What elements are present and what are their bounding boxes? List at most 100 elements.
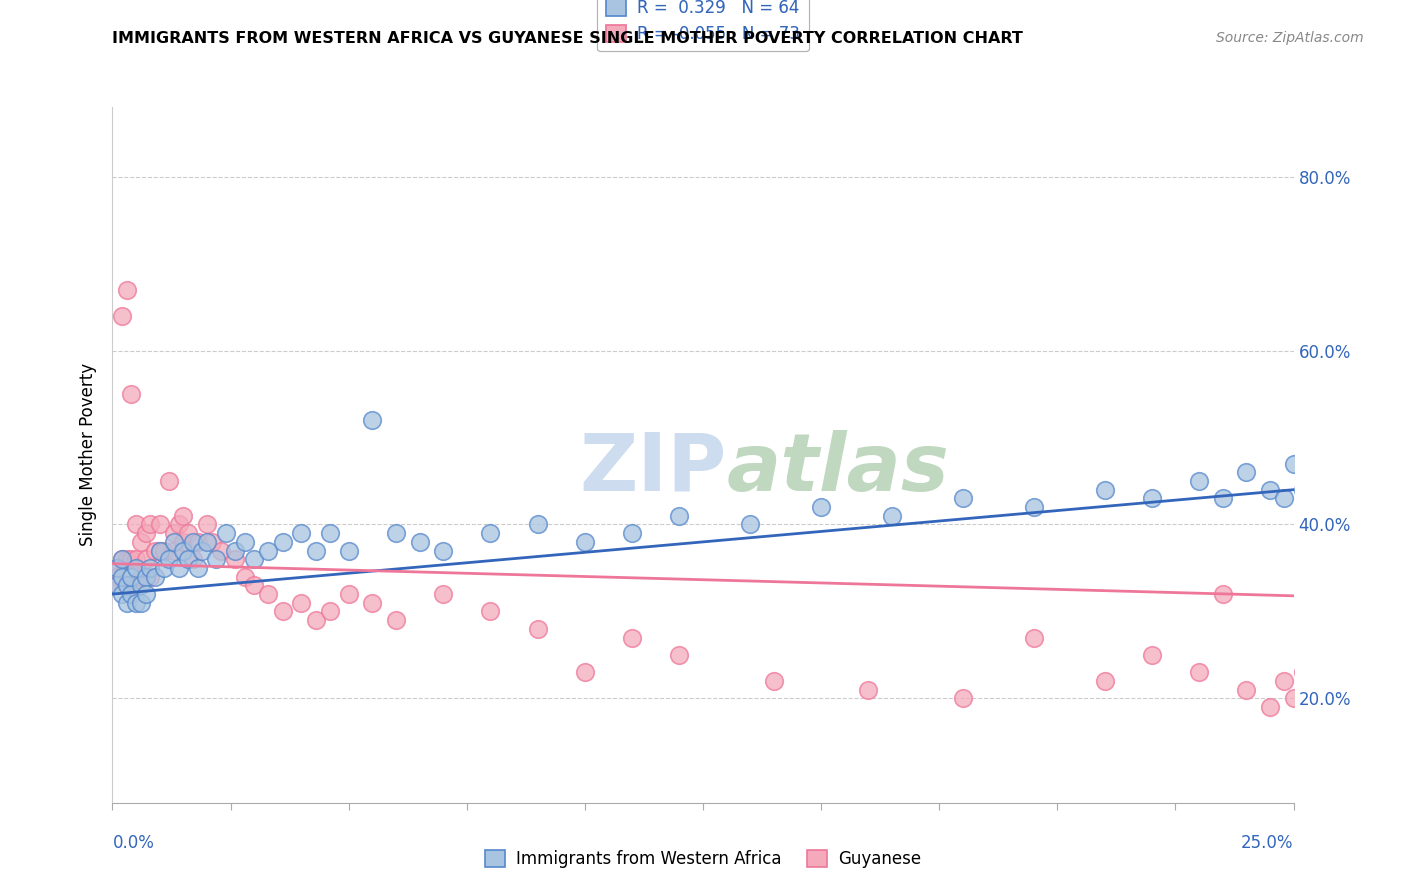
Point (1367, 708, 1389, 723)
Point (120, 552, 142, 566)
Point (195, 534, 218, 549)
Point (115, 596, 138, 610)
Point (125, 552, 148, 566)
Point (129, 570, 152, 584)
Point (952, 691, 974, 706)
Point (153, 543, 176, 558)
Point (1320, 691, 1343, 706)
Point (574, 534, 596, 549)
Point (290, 596, 312, 610)
Point (105, 578, 128, 592)
Point (1234, 466, 1257, 480)
Point (172, 508, 194, 523)
Point (177, 552, 200, 566)
Point (361, 413, 384, 427)
Point (135, 570, 157, 584)
Point (163, 534, 186, 549)
Point (191, 543, 214, 558)
Point (762, 674, 785, 689)
Point (1212, 491, 1234, 506)
Point (243, 578, 266, 592)
Point (111, 587, 134, 601)
Point (153, 561, 176, 575)
Point (149, 543, 172, 558)
Point (243, 552, 266, 566)
Point (1188, 474, 1211, 488)
Point (479, 605, 502, 619)
Point (163, 543, 186, 558)
Point (385, 613, 408, 627)
Point (574, 665, 596, 680)
Text: 25.0%: 25.0% (1241, 834, 1294, 852)
Point (1282, 457, 1305, 471)
Point (1306, 474, 1329, 488)
Point (1320, 466, 1343, 480)
Point (139, 561, 162, 575)
Point (432, 543, 454, 558)
Point (177, 526, 200, 541)
Text: atlas: atlas (727, 430, 949, 508)
Point (1353, 691, 1375, 706)
Point (111, 552, 134, 566)
Legend: R =  0.329   N = 64, R = -0.055   N = 73: R = 0.329 N = 64, R = -0.055 N = 73 (598, 0, 808, 52)
Point (105, 578, 128, 592)
Text: ZIP: ZIP (579, 430, 727, 508)
Text: 0.0%: 0.0% (112, 834, 155, 852)
Point (120, 387, 142, 401)
Point (181, 552, 204, 566)
Point (1140, 491, 1163, 506)
Point (271, 605, 294, 619)
Point (1330, 639, 1353, 653)
Point (1188, 665, 1211, 680)
Point (880, 508, 903, 523)
Point (105, 570, 128, 584)
Point (195, 517, 218, 532)
Point (952, 491, 974, 506)
Point (1272, 674, 1295, 689)
Point (135, 552, 157, 566)
Point (1234, 682, 1257, 697)
Point (304, 613, 326, 627)
Point (337, 543, 360, 558)
Point (1292, 483, 1315, 497)
Point (1282, 691, 1305, 706)
Point (129, 596, 152, 610)
Point (111, 552, 134, 566)
Point (319, 526, 342, 541)
Point (740, 517, 762, 532)
Point (858, 682, 880, 697)
Point (149, 517, 172, 532)
Point (361, 596, 384, 610)
Point (1258, 483, 1281, 497)
Point (163, 526, 186, 541)
Point (143, 543, 166, 558)
Point (479, 526, 502, 541)
Point (1022, 500, 1045, 514)
Text: IMMIGRANTS FROM WESTERN AFRICA VS GUYANESE SINGLE MOTHER POVERTY CORRELATION CHA: IMMIGRANTS FROM WESTERN AFRICA VS GUYANE… (112, 31, 1024, 46)
Point (385, 526, 408, 541)
Point (105, 561, 128, 575)
Point (125, 517, 148, 532)
Point (181, 534, 204, 549)
Point (304, 543, 326, 558)
Point (167, 517, 190, 532)
Legend: Immigrants from Western Africa, Guyanese: Immigrants from Western Africa, Guyanese (478, 843, 928, 875)
Point (115, 578, 138, 592)
Point (224, 552, 246, 566)
Point (115, 283, 138, 297)
Point (432, 587, 454, 601)
Point (143, 570, 166, 584)
Point (810, 500, 832, 514)
Point (205, 552, 228, 566)
Point (1258, 700, 1281, 714)
Point (172, 543, 194, 558)
Y-axis label: Single Mother Poverty: Single Mother Poverty (79, 363, 97, 547)
Point (157, 552, 180, 566)
Point (224, 543, 246, 558)
Point (172, 534, 194, 549)
Point (135, 587, 157, 601)
Point (105, 561, 128, 575)
Point (621, 526, 644, 541)
Point (129, 578, 152, 592)
Point (257, 587, 280, 601)
